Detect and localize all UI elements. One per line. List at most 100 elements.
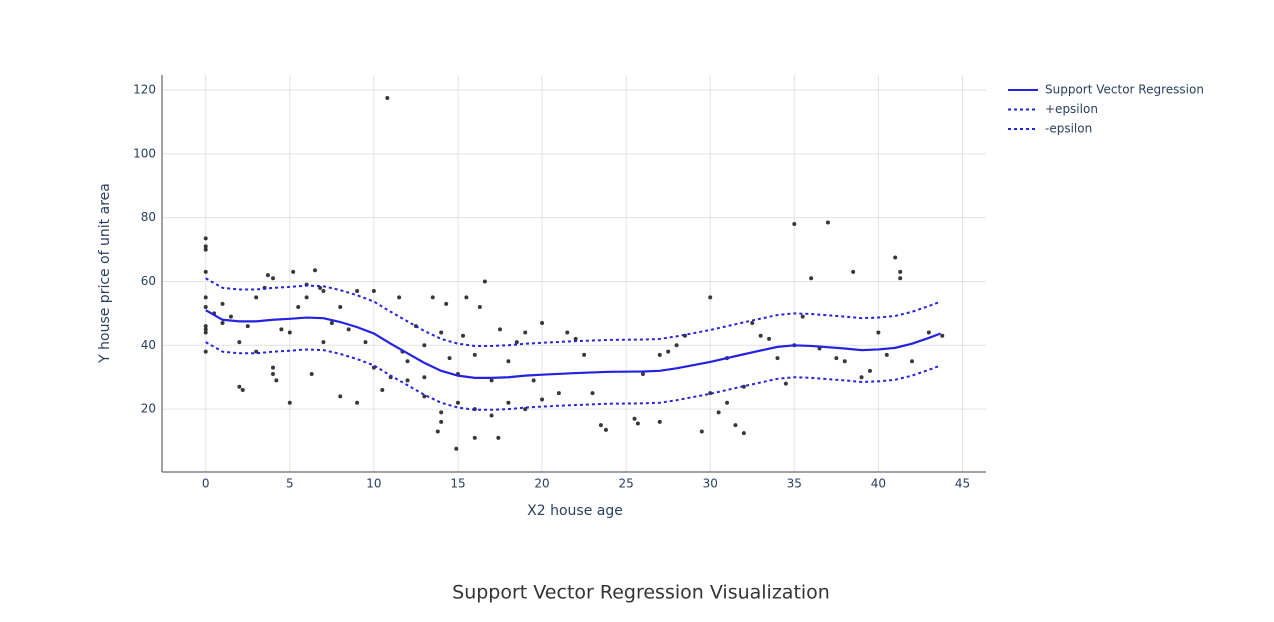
data-point [464,295,469,300]
data-point [531,378,536,383]
data-point [898,269,903,274]
data-point [237,340,242,345]
data-point [371,289,376,294]
data-point [590,391,595,396]
x-tick-label: 45 [955,477,970,491]
data-point [309,372,314,377]
x-tick-label: 35 [787,477,802,491]
data-point [321,289,326,294]
data-point [203,349,208,354]
data-point [556,391,561,396]
caption: Support Vector Regression Visualization [452,582,830,604]
y-axis-title: Y house price of unit area [97,183,113,364]
data-point [355,400,360,405]
data-point [265,273,270,278]
data-point [287,400,292,405]
data-point [926,330,931,335]
data-point [220,301,225,306]
data-point [582,352,587,357]
data-point [430,295,435,300]
data-point [296,305,301,310]
data-point [397,295,402,300]
data-point [635,421,640,426]
data-point [321,340,326,345]
data-point [203,327,208,332]
data-point [270,372,275,377]
data-point [274,378,279,383]
data-point [270,365,275,370]
data-point [809,276,814,281]
data-point [203,236,208,241]
data-point [338,394,343,399]
data-point [380,387,385,392]
data-point [898,276,903,281]
data-point [363,340,368,345]
data-point [279,327,284,332]
data-point [254,295,259,300]
data-point [523,330,528,335]
x-tick-label: 10 [366,477,381,491]
x-axis-title: X2 house age [527,503,623,519]
data-point [482,279,487,284]
data-point [741,431,746,436]
data-point [454,446,459,451]
data-point [245,324,250,329]
y-tick-label: 80 [141,210,156,224]
y-tick-label: 100 [133,146,156,160]
x-tick-label: 15 [450,477,465,491]
y-tick-label: 120 [133,82,156,96]
data-point [203,324,208,329]
data-point [329,320,334,325]
data-point [506,400,511,405]
data-point [758,333,763,338]
data-point [842,359,847,364]
data-point [496,435,501,440]
data-point [422,343,427,348]
data-point [514,340,519,345]
regression-line [205,341,941,411]
data-point [851,269,856,274]
data-point [666,349,671,354]
data-point [220,320,225,325]
data-point [800,314,805,319]
x-tick-label: 20 [534,477,549,491]
data-point [228,314,233,319]
data-point [313,268,318,273]
data-point [203,330,208,335]
data-point [270,276,275,281]
data-point [506,359,511,364]
data-point [876,330,881,335]
data-point [657,419,662,424]
data-point [640,372,645,377]
data-point [439,410,444,415]
data-point [338,305,343,310]
data-point [287,330,292,335]
data-point [708,295,713,300]
data-point [910,359,915,364]
data-point [867,368,872,373]
data-point [834,356,839,361]
y-tick-label: 20 [141,402,156,416]
data-point [291,269,296,274]
data-point [405,359,410,364]
data-point [240,387,245,392]
data-point [725,400,730,405]
data-point [203,244,208,249]
x-tick-label: 0 [202,477,210,491]
data-point [498,327,503,332]
data-point [674,343,679,348]
data-point [750,320,755,325]
data-point [825,220,830,225]
data-point [405,378,410,383]
data-point [385,95,390,100]
data-point [783,381,788,386]
data-point [455,400,460,405]
data-point [203,305,208,310]
data-point [540,397,545,402]
data-point [859,375,864,380]
data-point [461,333,466,338]
legend-label: -epsilon [1045,122,1092,136]
data-point [540,320,545,325]
